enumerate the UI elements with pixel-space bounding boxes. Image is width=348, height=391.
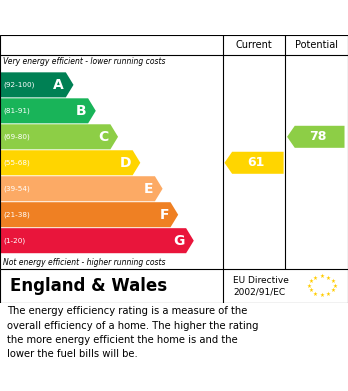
Polygon shape — [0, 228, 194, 253]
Text: (21-38): (21-38) — [3, 212, 30, 218]
Text: Not energy efficient - higher running costs: Not energy efficient - higher running co… — [3, 258, 166, 267]
Text: ★: ★ — [308, 288, 313, 293]
Text: B: B — [76, 104, 86, 118]
Text: EU Directive
2002/91/EC: EU Directive 2002/91/EC — [233, 276, 289, 296]
Text: Potential: Potential — [295, 40, 338, 50]
Polygon shape — [0, 176, 163, 201]
Text: F: F — [159, 208, 169, 222]
Text: 61: 61 — [248, 156, 265, 169]
Text: D: D — [119, 156, 131, 170]
Text: England & Wales: England & Wales — [10, 277, 168, 295]
Text: C: C — [98, 130, 109, 144]
Text: ★: ★ — [326, 292, 331, 296]
Text: Current: Current — [236, 40, 272, 50]
Text: (55-68): (55-68) — [3, 160, 30, 166]
Polygon shape — [0, 202, 178, 227]
Text: G: G — [173, 234, 184, 248]
Text: Very energy efficient - lower running costs: Very energy efficient - lower running co… — [3, 57, 166, 66]
Text: (69-80): (69-80) — [3, 134, 30, 140]
Text: (1-20): (1-20) — [3, 237, 26, 244]
Text: ★: ★ — [332, 283, 337, 289]
Text: ★: ★ — [319, 274, 324, 279]
Text: (92-100): (92-100) — [3, 82, 35, 88]
Text: ★: ★ — [326, 276, 331, 280]
Text: ★: ★ — [307, 283, 311, 289]
Text: (39-54): (39-54) — [3, 185, 30, 192]
Text: ★: ★ — [331, 288, 335, 293]
Text: 78: 78 — [309, 130, 327, 143]
Polygon shape — [0, 98, 96, 123]
Text: ★: ★ — [331, 279, 335, 284]
Text: ★: ★ — [319, 293, 324, 298]
Text: Energy Efficiency Rating: Energy Efficiency Rating — [10, 10, 220, 25]
Polygon shape — [0, 72, 73, 97]
Text: ★: ★ — [308, 279, 313, 284]
Text: (81-91): (81-91) — [3, 108, 30, 114]
Text: E: E — [144, 182, 153, 196]
Text: A: A — [53, 78, 64, 92]
Text: ★: ★ — [313, 276, 318, 280]
Polygon shape — [224, 152, 284, 174]
Text: The energy efficiency rating is a measure of the
overall efficiency of a home. T: The energy efficiency rating is a measur… — [7, 306, 259, 359]
Polygon shape — [0, 150, 140, 175]
Polygon shape — [287, 126, 345, 148]
Polygon shape — [0, 124, 118, 149]
Text: ★: ★ — [313, 292, 318, 296]
